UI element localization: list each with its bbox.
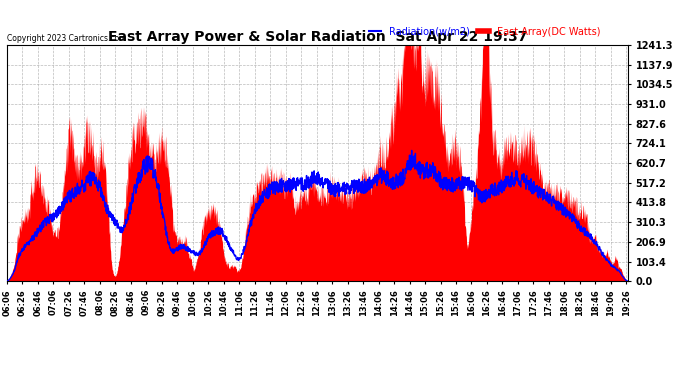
Text: Copyright 2023 Cartronics.com: Copyright 2023 Cartronics.com <box>7 34 126 43</box>
Legend: Radiation(w/m2), East Array(DC Watts): Radiation(w/m2), East Array(DC Watts) <box>366 23 604 40</box>
Title: East Array Power & Solar Radiation  Sat Apr 22 19:37: East Array Power & Solar Radiation Sat A… <box>108 30 527 44</box>
